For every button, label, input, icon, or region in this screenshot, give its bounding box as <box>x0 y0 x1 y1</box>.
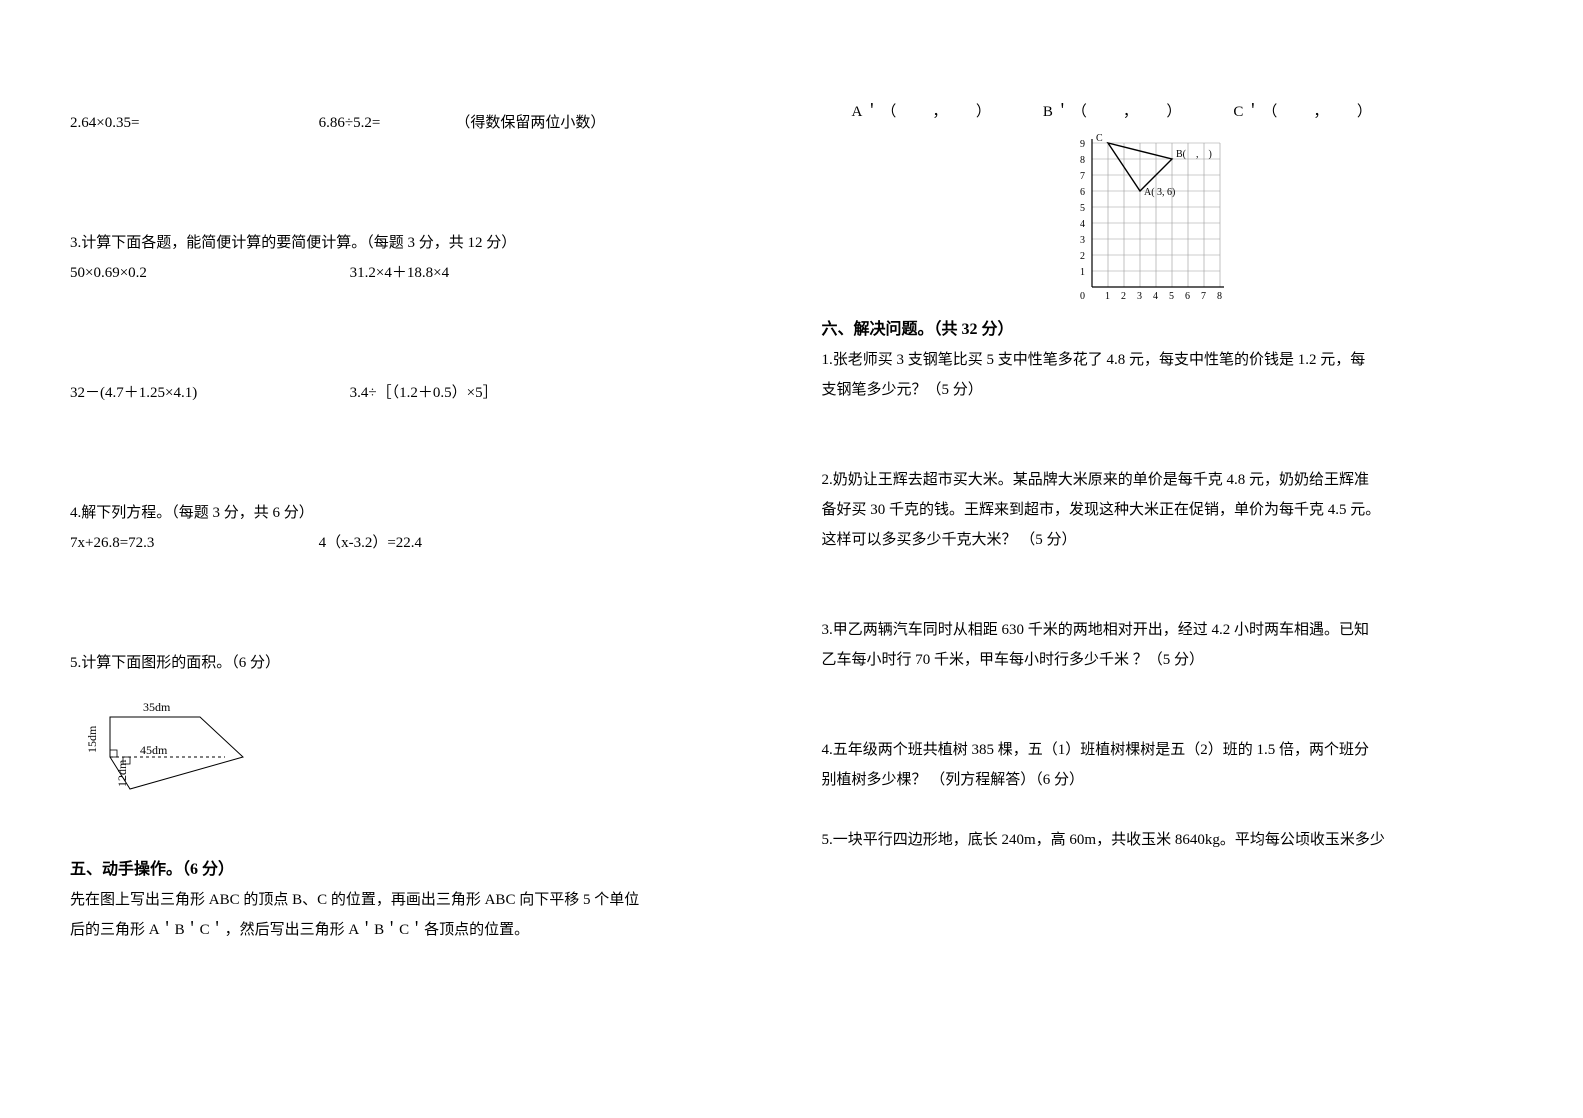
shape-figure: 35dm 15dm 45dm 12dm <box>80 692 692 817</box>
coord-c: C＇（ ， ） <box>1233 100 1374 121</box>
calc-q1: 2.64×0.35= <box>70 108 319 138</box>
sec6-title: 六、解决问题。（共 32 分） <box>822 315 1514 339</box>
q2-l2: 备好买 30 千克的钱。王辉来到超市，发现这种大米正在促销，单价为每千克 4.5… <box>822 495 1514 525</box>
svg-text:6: 6 <box>1185 291 1190 302</box>
svg-text:B( , ): B( , ) <box>1176 149 1212 160</box>
q1-l1: 1.张老师买 3 支钢笔比买 5 支中性笔多花了 4.8 元，每支中性笔的价钱是… <box>822 345 1514 375</box>
q1-l2: 支钢笔多少元？（5 分） <box>822 375 1514 405</box>
sec3-b: 31.2×4＋18.8×4 <box>350 258 449 288</box>
svg-text:5: 5 <box>1080 203 1085 214</box>
svg-text:2: 2 <box>1121 291 1126 302</box>
sec5-title: 5.计算下面图形的面积。（6 分） <box>70 648 692 678</box>
svg-text:5: 5 <box>1169 291 1174 302</box>
svg-text:6: 6 <box>1080 187 1085 198</box>
op-text-1: 先在图上写出三角形 ABC 的顶点 B、C 的位置，再画出三角形 ABC 向下平… <box>70 885 692 915</box>
q3-l1: 3.甲乙两辆汽车同时从相距 630 千米的两地相对开出，经过 4.2 小时两车相… <box>822 615 1514 645</box>
sec4-a: 7x+26.8=72.3 <box>70 528 319 558</box>
svg-text:4: 4 <box>1080 219 1085 230</box>
q2-l1: 2.奶奶让王辉去超市买大米。某品牌大米原来的单价是每千克 4.8 元，奶奶给王辉… <box>822 465 1514 495</box>
coord-b: B＇（ ， ） <box>1043 100 1184 121</box>
svg-text:1: 1 <box>1080 267 1085 278</box>
sec4-b: 4（x-3.2）=22.4 <box>319 528 422 558</box>
sec3-title: 3.计算下面各题，能简便计算的要简便计算。（每题 3 分，共 12 分） <box>70 228 692 258</box>
svg-text:9: 9 <box>1080 139 1085 150</box>
svg-text:45dm: 45dm <box>140 743 168 757</box>
svg-text:15dm: 15dm <box>85 725 99 753</box>
sec-op-title: 五、动手操作。（6 分） <box>70 855 692 879</box>
svg-text:C: C <box>1096 133 1103 144</box>
calc-q2: 6.86÷5.2= <box>319 108 456 138</box>
svg-text:A( 3, 6): A( 3, 6) <box>1144 187 1175 198</box>
q3-l2: 乙车每小时行 70 千米，甲车每小时行多少千米 ？（5 分） <box>822 645 1514 675</box>
svg-text:8: 8 <box>1217 291 1222 302</box>
svg-text:0: 0 <box>1080 291 1085 302</box>
sec4-title: 4.解下列方程。（每题 3 分，共 6 分） <box>70 498 692 528</box>
q2-l3: 这样可以多买多少千克大米？ （5 分） <box>822 525 1514 555</box>
sec3-d: 3.4÷［（1.2＋0.5）×5］ <box>350 378 498 408</box>
svg-text:7: 7 <box>1080 171 1085 182</box>
sec3-a: 50×0.69×0.2 <box>70 258 350 288</box>
grid-figure: 123456781234567890A( 3, 6)B( , )C <box>822 127 1514 307</box>
q5-l1: 5.一块平行四边形地，底长 240m，高 60m，共收玉米 8640kg。平均每… <box>822 825 1514 855</box>
svg-text:35dm: 35dm <box>143 700 171 714</box>
svg-text:8: 8 <box>1080 155 1085 166</box>
svg-text:3: 3 <box>1080 235 1085 246</box>
q4-l1: 4.五年级两个班共植树 385 棵，五（1）班植树棵树是五（2）班的 1.5 倍… <box>822 735 1514 765</box>
svg-text:12dm: 12dm <box>115 759 129 787</box>
coord-a: A＇（ ， ） <box>852 100 993 121</box>
svg-text:3: 3 <box>1137 291 1142 302</box>
svg-text:7: 7 <box>1201 291 1206 302</box>
svg-text:4: 4 <box>1153 291 1158 302</box>
op-text-2: 后的三角形 A＇B＇C＇，然后写出三角形 A＇B＇C＇各顶点的位置。 <box>70 915 692 945</box>
svg-text:2: 2 <box>1080 251 1085 262</box>
q4-l2: 别植树多少棵？ （列方程解答）（6 分） <box>822 765 1514 795</box>
svg-text:1: 1 <box>1105 291 1110 302</box>
sec3-c: 32－(4.7＋1.25×4.1) <box>70 378 350 408</box>
calc-q2-note: （得数保留两位小数） <box>455 108 605 138</box>
